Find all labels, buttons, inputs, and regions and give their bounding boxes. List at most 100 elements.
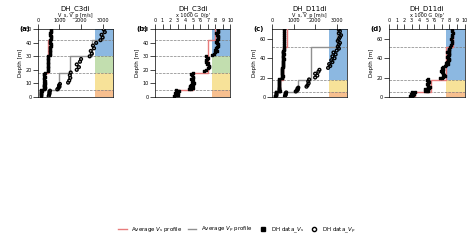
Point <box>272 93 280 97</box>
Point <box>439 67 447 71</box>
Point <box>279 55 287 59</box>
Point <box>46 41 54 45</box>
Bar <box>446 92 465 97</box>
Point <box>44 69 51 73</box>
Point <box>281 31 288 35</box>
Point <box>272 90 280 94</box>
Point <box>205 64 212 68</box>
Point <box>423 82 430 86</box>
Point <box>406 94 414 98</box>
Point <box>37 91 45 95</box>
Point <box>275 81 283 85</box>
Point <box>279 63 287 67</box>
Point <box>188 85 196 89</box>
Point <box>272 92 280 96</box>
Point <box>440 73 448 77</box>
Point <box>280 45 288 49</box>
Point <box>279 62 287 66</box>
Point <box>445 47 453 51</box>
Point <box>275 86 283 90</box>
Point <box>279 75 286 79</box>
Point <box>211 50 219 54</box>
Point <box>449 31 457 35</box>
Point <box>47 29 55 33</box>
Point <box>204 56 211 60</box>
Point <box>98 33 105 37</box>
Point <box>327 64 334 68</box>
Point <box>280 48 287 52</box>
Point <box>294 87 301 91</box>
Title: DH_D11di: DH_D11di <box>410 5 444 12</box>
Point <box>278 74 286 78</box>
Point <box>187 72 195 76</box>
Point <box>44 56 52 60</box>
Point <box>75 65 82 69</box>
Point <box>214 30 221 34</box>
Point <box>294 86 302 90</box>
Point <box>189 76 197 80</box>
Point <box>334 39 342 43</box>
Point <box>46 39 54 44</box>
X-axis label: V_s, V_p [m/s]: V_s, V_p [m/s] <box>58 13 93 18</box>
Point <box>202 54 210 58</box>
Point <box>444 62 452 66</box>
Point <box>214 37 221 41</box>
Point <box>47 37 55 41</box>
Point <box>279 74 286 78</box>
Point <box>279 67 286 71</box>
Point <box>279 71 286 75</box>
Point <box>280 47 287 51</box>
Point <box>279 49 287 53</box>
Point <box>99 36 107 39</box>
Point <box>423 87 430 91</box>
Point <box>335 43 343 47</box>
Point <box>173 88 180 92</box>
Point <box>276 85 283 89</box>
Point <box>423 89 430 93</box>
Point <box>439 71 447 75</box>
Point <box>210 52 218 56</box>
Y-axis label: Depth [m]: Depth [m] <box>252 49 257 77</box>
Point <box>279 50 287 54</box>
Point <box>407 92 415 96</box>
Text: (d): (d) <box>370 26 382 32</box>
Point <box>324 66 332 70</box>
X-axis label: x 1000 G_0/p': x 1000 G_0/p' <box>176 13 210 18</box>
Point <box>46 46 54 50</box>
Point <box>73 68 81 72</box>
Point <box>426 85 434 89</box>
Point <box>281 27 288 31</box>
Point <box>335 47 343 51</box>
Point <box>446 52 453 56</box>
X-axis label: x 1000 G_0/p': x 1000 G_0/p' <box>410 13 444 18</box>
Point <box>328 60 336 64</box>
Point <box>41 79 48 83</box>
Point <box>447 37 455 41</box>
Point <box>40 77 48 81</box>
Point <box>280 52 287 56</box>
Point <box>40 87 48 91</box>
Point <box>41 74 48 78</box>
Point <box>275 83 283 87</box>
Point <box>46 48 54 52</box>
Point <box>214 34 221 38</box>
Point <box>46 45 54 49</box>
Point <box>281 33 288 37</box>
Point <box>292 89 300 93</box>
Point <box>189 79 197 83</box>
Point <box>305 77 313 81</box>
Point <box>337 33 345 37</box>
Point <box>279 54 287 58</box>
Point <box>202 68 210 72</box>
Point <box>279 59 287 63</box>
Point <box>424 79 431 83</box>
Point <box>189 86 197 90</box>
Legend: Average $V_s$ profile, Average $V_p$ profile, DH data_$V_s$, DH data_$V_p$: Average $V_s$ profile, Average $V_p$ pro… <box>116 223 358 237</box>
Point <box>409 91 416 95</box>
Point <box>446 57 453 61</box>
Bar <box>94 56 113 73</box>
Point <box>279 60 287 64</box>
Point <box>331 56 338 60</box>
Point <box>46 50 54 54</box>
Point <box>439 74 447 78</box>
